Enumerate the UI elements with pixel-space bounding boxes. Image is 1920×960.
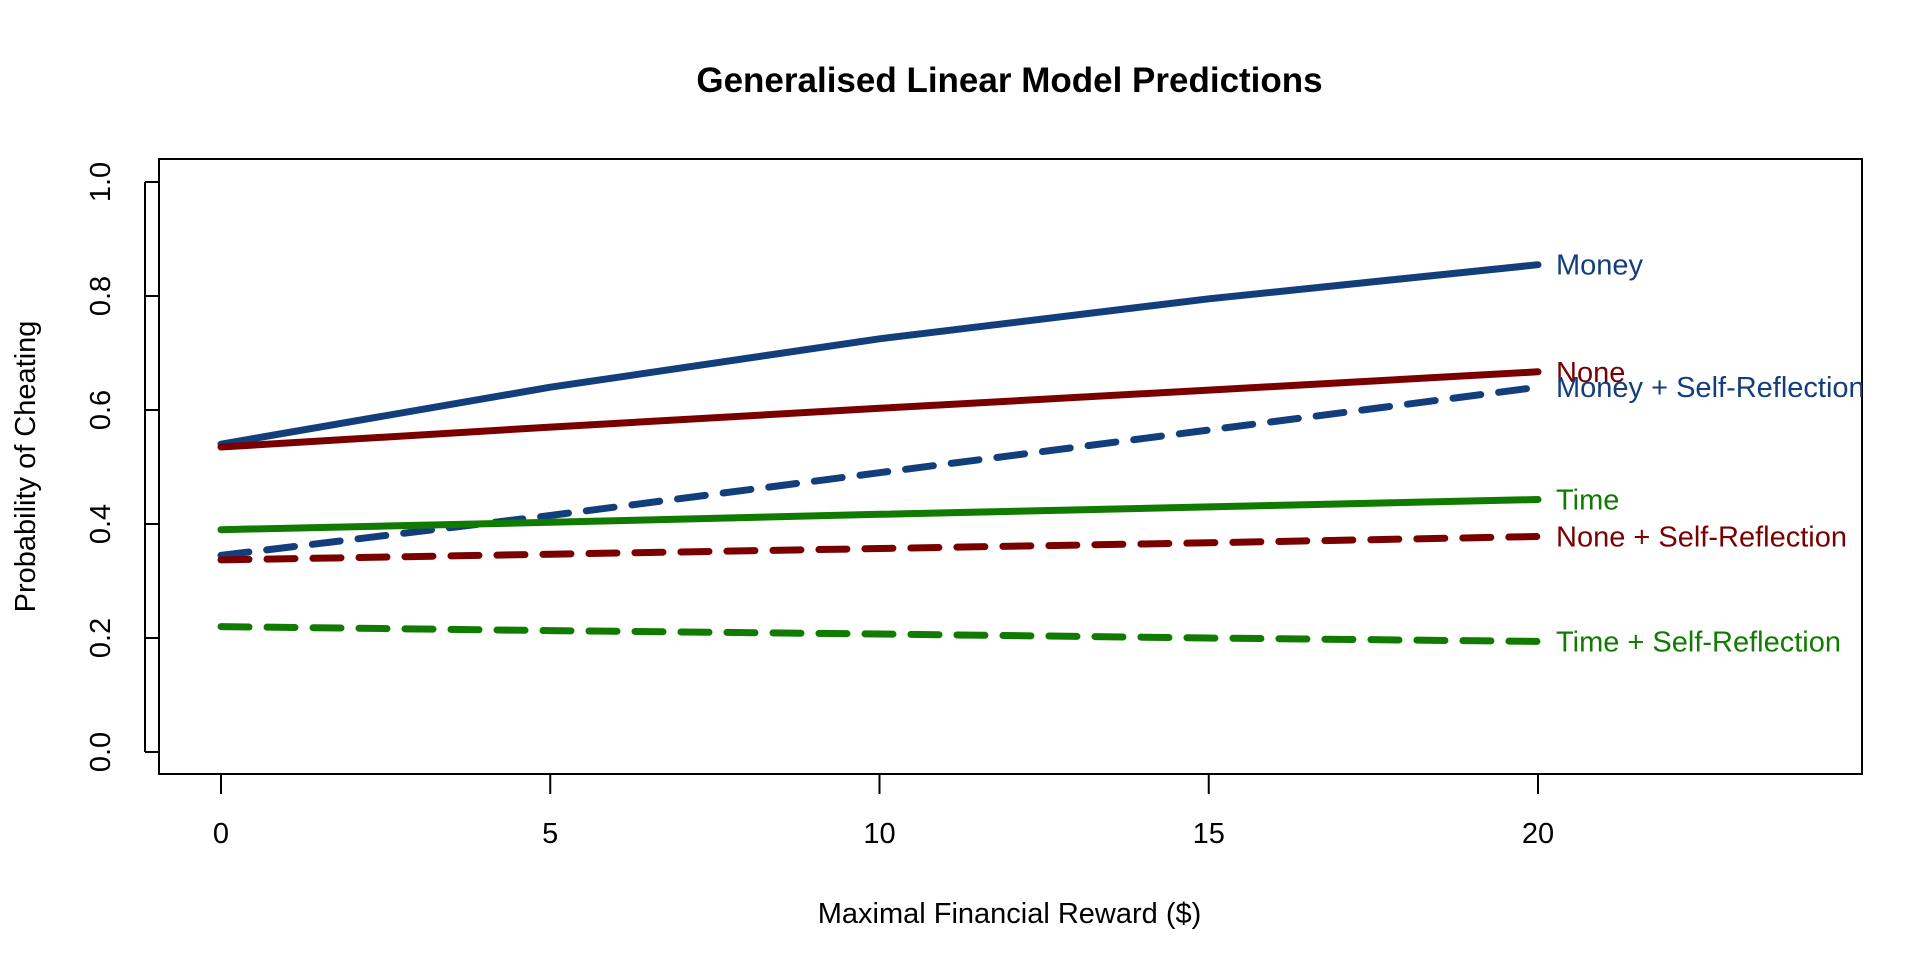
series-line-money-self-reflection [217,383,1542,559]
series-label: Time [1556,484,1619,516]
series-line-money [217,261,1542,448]
x-tick-label: 20 [1522,818,1554,850]
y-tick-label: 0.8 [85,276,117,316]
series-label: Money + Self-Reflection [1556,372,1865,404]
x-axis-label: Maximal Financial Reward ($) [818,898,1202,930]
series-line-time-self-reflection [217,623,1542,645]
series-label: None + Self-Reflection [1556,522,1847,554]
series-label: Money [1556,250,1644,282]
y-tick-label: 0.0 [85,732,117,772]
chart-title: Generalised Linear Model Predictions [696,61,1322,100]
series-line-time [217,496,1542,534]
series-label: Time + Self-Reflection [1556,626,1841,658]
y-tick-label: 0.6 [85,390,117,430]
x-tick-label: 5 [542,818,558,850]
series-lines [217,261,1542,645]
x-tick-label: 15 [1193,818,1225,850]
y-tick-label: 0.4 [85,504,117,544]
series-line-none [217,368,1542,451]
x-tick-label: 10 [863,818,895,850]
x-axis: 0 5 10 15 20 [213,773,1554,850]
y-tick-label: 1.0 [85,162,117,202]
series-label: None [1556,357,1625,389]
x-tick-label: 0 [213,818,229,850]
y-tick-label: 0.2 [85,618,117,658]
y-axis: 0.0 0.2 0.4 0.6 0.8 1.0 [85,162,159,772]
series-line-none-self-reflection [217,533,1542,564]
y-axis-label: Probability of Cheating [10,321,42,613]
